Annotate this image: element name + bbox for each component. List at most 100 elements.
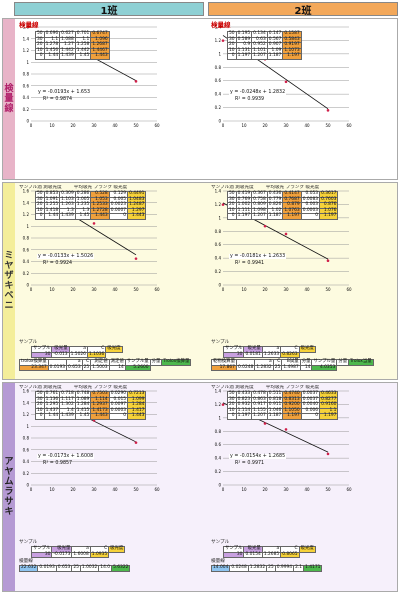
data-point: [263, 422, 267, 425]
label-char: ラ: [4, 487, 14, 497]
y-tick-label: 0.8: [215, 229, 222, 234]
chart-plot: 0 0.2 0.4 0.6 0.8 1 1.2 1.4 1.6 0 10 20 30 40 50 60 y = …: [17, 385, 167, 497]
data-point: [284, 232, 288, 236]
y-tick-label: 1.2: [215, 202, 222, 207]
table-cell: 0.9994: [274, 565, 295, 572]
table-row: 乾物換算量 a C B試量 分量 サンプル量 分量 Trolox当量: [211, 359, 374, 366]
table-cell: 1.0935: [89, 551, 110, 559]
table-cell: 1.439: [59, 213, 76, 220]
table-cell: 25: [272, 364, 283, 372]
table-row: 30 0.769 0.758 0.779 0.7687 0.0083 0.7603: [227, 196, 339, 204]
table-cell: 30: [222, 551, 245, 559]
x-tick-label: 30: [283, 287, 289, 292]
data-point: [221, 403, 225, 406]
sample-label: サンプル: [211, 540, 230, 545]
y-tick-label: 1.6: [23, 25, 30, 30]
x-tick-label: 50: [133, 487, 139, 492]
x-tick-label: 40: [112, 487, 118, 492]
x-tick-label: 10: [49, 123, 55, 128]
table-row: 50 0.195 0.134 0.147 0.1587: [227, 31, 302, 38]
label-char: ミ: [4, 251, 14, 261]
table-cell: 1.2832: [247, 565, 268, 572]
table-cell: 0: [108, 213, 129, 220]
y-tick-label: 0.8: [215, 65, 222, 70]
table-cell: 1.2685: [261, 551, 282, 559]
x-tick-label: 60: [346, 487, 352, 492]
x-tick-label: 30: [91, 287, 97, 292]
table-cell: 17.867: [211, 364, 237, 372]
table-cell: 1.443: [127, 213, 147, 220]
table-cell: 1.187: [266, 53, 284, 60]
r-squared-label: R² = 0.9857: [43, 461, 73, 467]
x-tick-label: 50: [325, 123, 331, 128]
table-cell: -0.0173: [51, 551, 73, 559]
y-tick-label: 1.4: [23, 200, 30, 205]
table-row: 20 0.932 0.917 0.911 0.9200 0.0040 0.9160: [227, 402, 339, 409]
table-cell: a: [254, 359, 274, 366]
y-tick-label: 1.2: [23, 48, 30, 53]
table-row: 10 1.114 1.155 1.046 1.1050 0.006 1.1: [227, 407, 339, 415]
table-cell: サンプル量: [311, 359, 338, 366]
table-cell: 1.44: [43, 213, 61, 220]
table-cell: C: [280, 346, 300, 353]
col2-miyazakibeni: サンプル酒 測吸光度 平均吸光 ブランク 吸光度 50 0.419 0.367 0.43…: [209, 185, 397, 377]
table-cell: 1.44: [43, 413, 61, 420]
header-group2: 2班: [208, 2, 398, 17]
x-tick-label: 0: [30, 287, 33, 292]
table-cell: 0.653: [55, 565, 73, 572]
data-point: [326, 259, 330, 263]
data-point: [92, 419, 96, 422]
header-group1: 1班: [14, 2, 204, 17]
section-label-miyazakibeni: ミヤザキベニ: [3, 183, 15, 379]
y-tick-label: 0.4: [215, 256, 222, 261]
table-row: 0 1.44 1.439 1.45 1.443 0 1.443: [35, 213, 147, 220]
x-tick-label: 30: [91, 123, 97, 128]
x-tick-label: 50: [133, 123, 139, 128]
y-tick-label: 1.4: [215, 25, 222, 30]
table-cell: 25: [71, 565, 81, 572]
data-point: [221, 39, 225, 42]
equation-label: y = -0.0133x + 1.5026: [37, 254, 95, 260]
x-tick-label: 20: [262, 487, 268, 492]
y-tick-label: 0.4: [23, 259, 30, 264]
trolox-label: 検量線: [19, 559, 33, 564]
table-cell: Trolox当量: [348, 359, 374, 366]
table-cell: 25: [266, 565, 276, 572]
table-cell: 14: [108, 364, 126, 372]
y-tick-label: 0.4: [215, 456, 222, 461]
y-tick-label: 1: [26, 424, 29, 429]
table-row: 20 0.9 0.952 0.907 0.9197: [227, 42, 302, 49]
section-miyazakibeni: ミヤザキベニ サンプル酒 測吸光度 平均吸光 ブランク 吸光度 50 0.853 0.…: [2, 182, 398, 380]
section-label-ayamurasaki: アヤムラサキ: [3, 383, 15, 591]
trolox-table: trolox換算量 a C 測定値 測定値 サンプル量 分量 Trolox換算量 23.347 0…: [19, 359, 192, 372]
table-cell: サンプル: [30, 346, 53, 353]
x-tick-label: 20: [70, 287, 76, 292]
r-squared-label: R² = 0.9924: [43, 261, 73, 267]
y-tick-label: 0.4: [23, 95, 30, 100]
table-cell: 0.0154: [243, 551, 263, 559]
table-cell: [235, 359, 256, 366]
label-char: 量: [4, 94, 14, 104]
x-tick-label: 60: [154, 123, 160, 128]
sample-label: サンプル: [19, 340, 38, 345]
table-cell: 分量: [336, 359, 350, 366]
table-row: 20 1.002 0.809 0.826 0.879 0.003 0.876: [227, 202, 339, 209]
table-cell: 1.45: [74, 213, 92, 220]
table-cell: 1.5003: [90, 364, 110, 372]
r-squared-label: R² = 0.9971: [235, 461, 265, 467]
table-cell: 0.9160: [319, 402, 339, 409]
table-cell: -0.013: [51, 351, 70, 359]
trolox-table: 14.004 0.0248 1.2832 25 0.9994 2.1 1.4171: [210, 565, 323, 572]
table-cell: 0.4633: [319, 391, 339, 398]
x-tick-label: 0: [30, 123, 33, 128]
table-cell: 1.439: [59, 413, 76, 420]
equation-label: y = -0.0173x + 1.6008: [37, 454, 95, 460]
col2-ayamurasaki: サンプル酒 測吸光度 平均吸光 ブランク 吸光度 50 0.433 0.478 0.51…: [209, 385, 397, 589]
x-tick-label: 40: [112, 287, 118, 292]
y-tick-label: 0.2: [215, 469, 222, 474]
label-char: ニ: [4, 301, 14, 311]
table-cell: 0.8263: [280, 351, 300, 359]
x-tick-label: 10: [241, 123, 247, 128]
table-cell: 1.1036: [86, 351, 107, 359]
equation-label: y = -0.0154x + 1.2685: [229, 454, 287, 460]
